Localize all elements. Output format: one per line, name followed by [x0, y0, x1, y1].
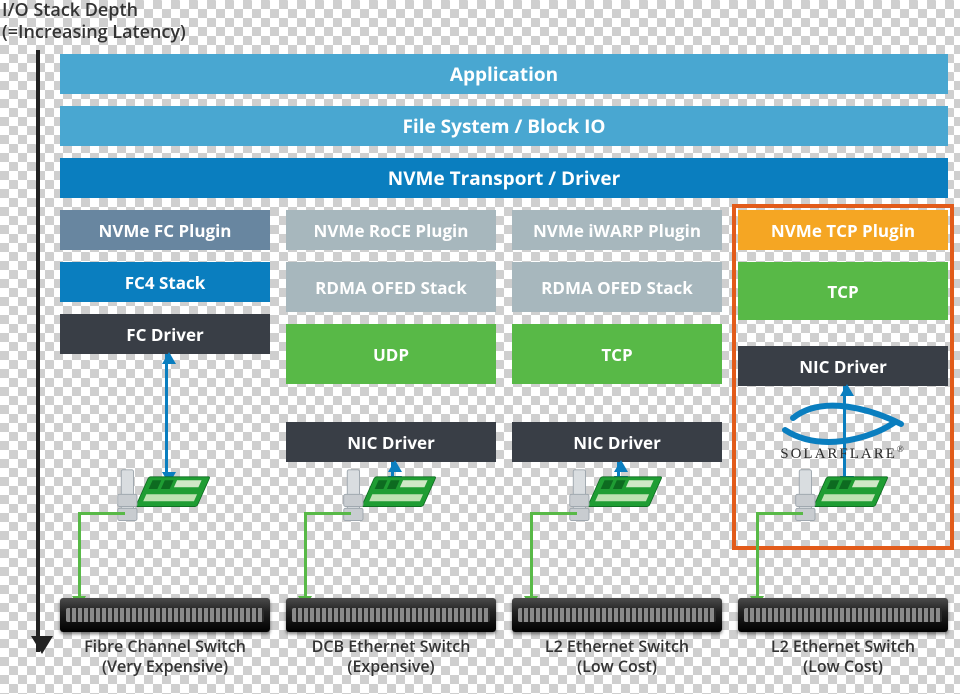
box-0-2: FC Driver [60, 314, 270, 354]
solarflare-logo: SOLARFLARE® [738, 406, 948, 463]
switch-label-3: L2 Ethernet Switch(Low Cost) [738, 636, 948, 676]
nic-card-2 [562, 468, 672, 538]
box-2-2: TCP [512, 324, 722, 384]
columns: NVMe FC Plugin FC4 Stack FC Driver Fibre C… [60, 210, 948, 688]
layer-0: Application [60, 54, 948, 94]
box-0-0: NVMe FC Plugin [60, 210, 270, 250]
box-1-1: RDMA OFED Stack [286, 262, 496, 312]
switch-1 [286, 598, 496, 632]
title: I/O Stack Depth (=Increasing Latency) [2, 0, 186, 43]
box-0-1: FC4 Stack [60, 262, 270, 302]
box-3-1: TCP [738, 262, 948, 320]
arrow-green-1 [304, 512, 307, 598]
column-0: NVMe FC Plugin FC4 Stack FC Driver Fibre C… [60, 210, 270, 688]
box-1-3: NIC Driver [286, 422, 496, 462]
nic-card-1 [336, 468, 446, 538]
switch-label-2: L2 Ethernet Switch(Low Cost) [512, 636, 722, 676]
switch-3 [738, 598, 948, 632]
nic-card-3 [788, 468, 898, 538]
column-2: NVMe iWARP Plugin RDMA OFED Stack TCP NIC D… [512, 210, 722, 688]
arrow-blue-0 [165, 354, 168, 482]
box-1-2: UDP [286, 324, 496, 384]
box-1-0: NVMe RoCE Plugin [286, 210, 496, 250]
arrow-green-0 [78, 512, 81, 598]
box-2-1: RDMA OFED Stack [512, 262, 722, 312]
arrow-green-2 [530, 512, 533, 598]
box-2-3: NIC Driver [512, 422, 722, 462]
arrow-green-3 [756, 512, 759, 598]
column-3: NVMe TCP Plugin TCP NIC Driver SOLARFLARE®… [738, 210, 948, 688]
nic-card-0 [110, 468, 220, 538]
box-3-2: NIC Driver [738, 346, 948, 386]
layer-2: NVMe Transport / Driver [60, 158, 948, 198]
box-3-0: NVMe TCP Plugin [738, 210, 948, 250]
title-line2: (=Increasing Latency) [2, 20, 186, 44]
switch-label-1: DCB Ethernet Switch(Expensive) [286, 636, 496, 676]
box-2-0: NVMe iWARP Plugin [512, 210, 722, 250]
switch-2 [512, 598, 722, 632]
depth-arrow [36, 50, 40, 652]
switch-label-0: Fibre Channel Switch(Very Expensive) [60, 636, 270, 676]
switch-0 [60, 598, 270, 632]
layer-1: File System / Block IO [60, 106, 948, 146]
column-1: NVMe RoCE Plugin RDMA OFED Stack UDP NIC Dr… [286, 210, 496, 688]
